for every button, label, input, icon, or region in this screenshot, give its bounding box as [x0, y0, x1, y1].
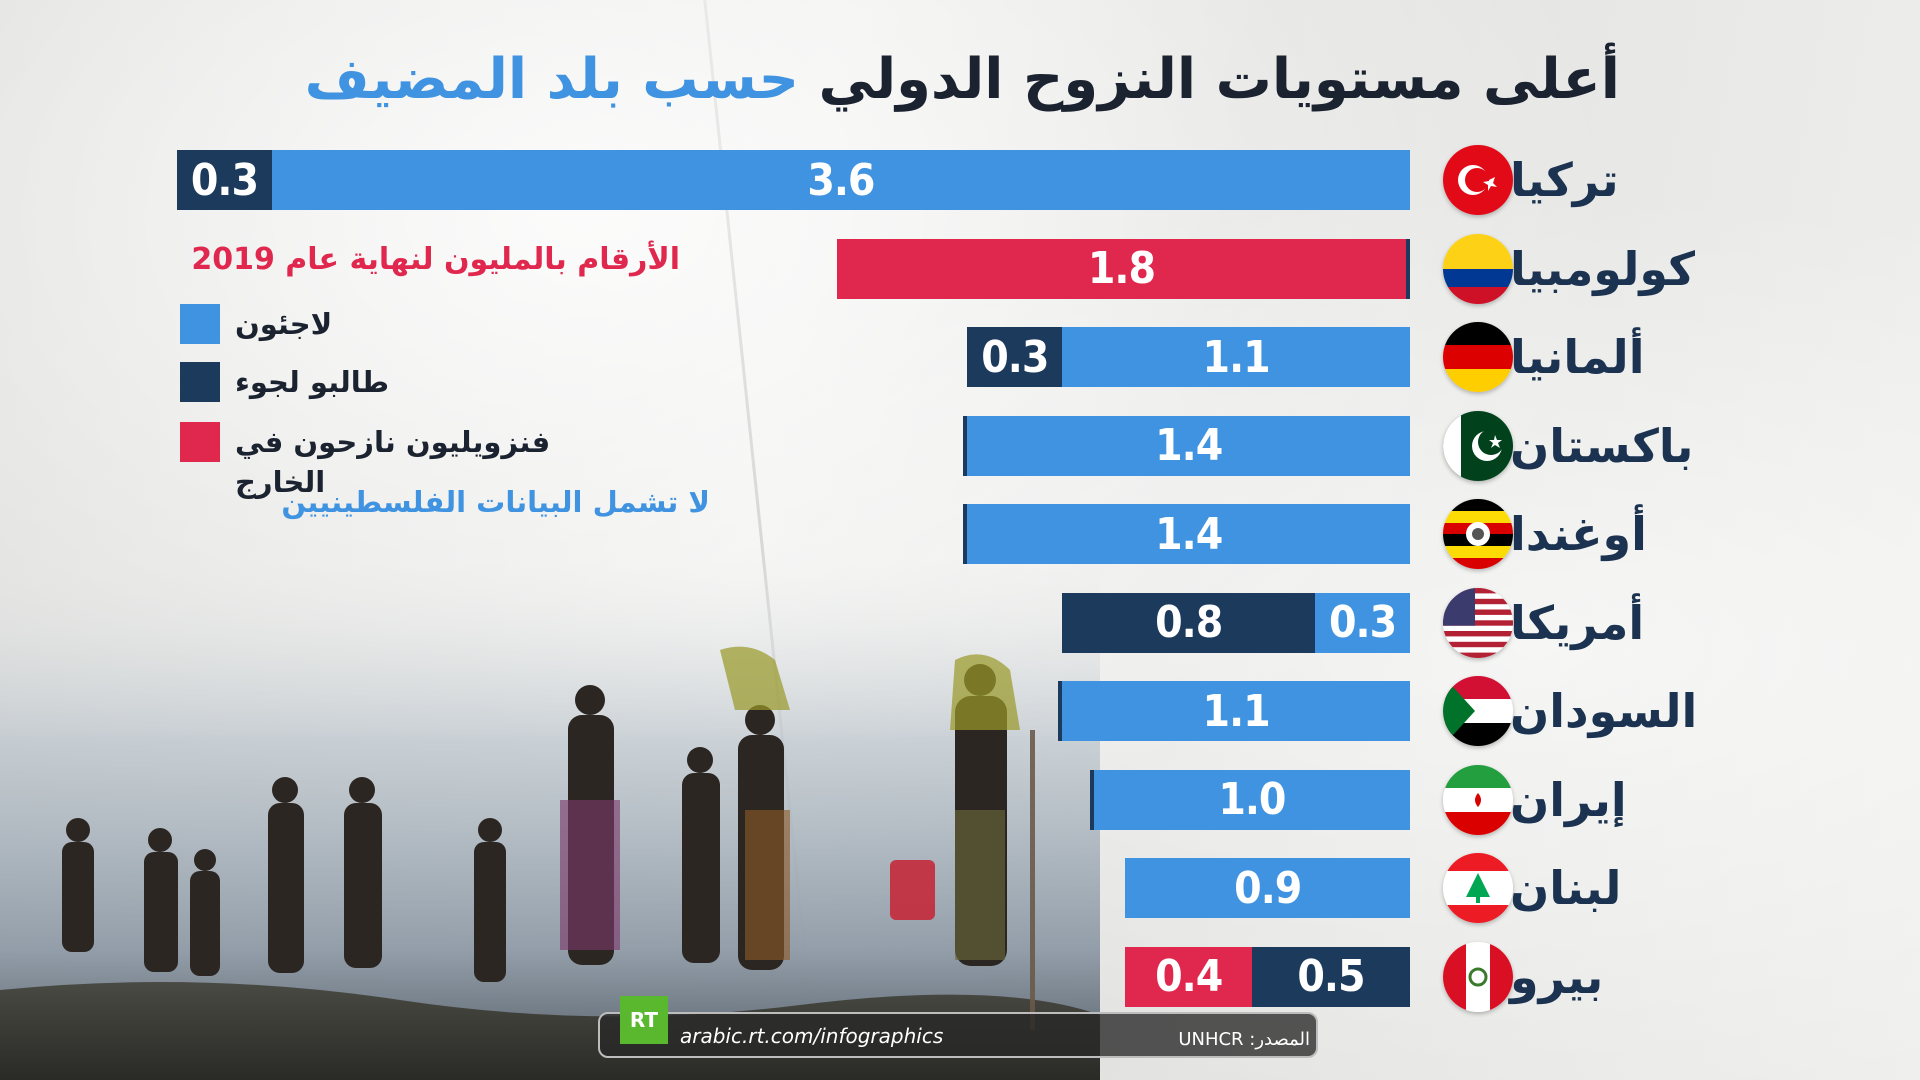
pakistan-flag-icon [1443, 410, 1513, 481]
uganda-flag-icon [1443, 499, 1513, 569]
bar-uganda-refugees: 1.4 [967, 504, 1410, 564]
legend-swatch-venezuelans [180, 422, 220, 462]
bar-pakistan-asylum [963, 415, 968, 476]
country-label-iran: إيران [1510, 772, 1627, 827]
legend-item-venezuelans: فنزويليون نازحون في الخارج [180, 422, 640, 499]
bar-colombia-venezuelans: 1.8 [836, 238, 1406, 299]
sudan-flag-icon [1443, 676, 1513, 746]
turkey-flag-icon [1443, 145, 1513, 215]
footer-url[interactable]: arabic.rt.com/infographics [680, 1024, 944, 1048]
legend-label-venezuelans: فنزويليون نازحون في الخارج [235, 425, 551, 499]
bar-usa-refugees: 0.3 [1315, 592, 1410, 653]
bar-germany-asylum: 0.3 [967, 327, 1063, 387]
bar-sudan-refugees: 1.1 [1062, 681, 1410, 741]
lebanon-flag-icon [1443, 853, 1513, 923]
data-caveat: لا تشمل البيانات الفلسطينيين [281, 485, 710, 519]
bar-germany-refugees: 1.1 [1062, 327, 1410, 387]
peru-flag-icon [1443, 941, 1513, 1012]
legend-label-refugees: لاجئون [235, 307, 333, 341]
bar-peru-venezuelans: 0.4 [1125, 946, 1252, 1007]
country-label-colombia: كولومبيا [1510, 241, 1696, 296]
legend-label-asylum: طالبو لجوء [235, 365, 390, 399]
units-note: الأرقام بالمليون لنهاية عام 2019 [191, 242, 680, 277]
country-label-usa: أمريكا [1510, 595, 1645, 650]
country-label-pakistan: باكستان [1510, 418, 1694, 473]
chart-title: أعلى مستويات النزوح الدولي حسب بلد المضي… [200, 40, 1620, 120]
bar-uganda-asylum [963, 504, 968, 564]
country-label-turkey: تركيا [1510, 153, 1619, 207]
legend-item-asylum: طالبو لجوء [180, 362, 640, 402]
bar-iran-refugees: 1.0 [1093, 769, 1410, 830]
country-label-lebanon: لبنان [1510, 861, 1622, 915]
bar-sudan-asylum [1058, 681, 1063, 741]
country-label-peru: بيرو [1510, 949, 1604, 1004]
title-accent: حسب بلد المضيف [304, 47, 799, 112]
footer-source: المصدر: UNHCR [1178, 1029, 1310, 1050]
bar-iran-asylum [1089, 769, 1094, 830]
country-label-germany: ألمانيا [1510, 330, 1645, 384]
usa-flag-icon [1443, 587, 1513, 658]
bar-lebanon-refugees: 0.9 [1125, 858, 1410, 918]
country-label-sudan: السودان [1510, 684, 1698, 738]
legend-item-refugees: لاجئون [180, 304, 640, 344]
title-main: أعلى مستويات النزوح الدولي [818, 47, 1620, 112]
bar-peru-asylum: 0.5 [1251, 946, 1410, 1007]
bar-pakistan-refugees: 1.4 [967, 415, 1410, 476]
iran-flag-icon [1443, 764, 1513, 835]
germany-flag-icon [1443, 322, 1513, 392]
bar-colombia-asylum [1406, 238, 1410, 299]
bar-usa-asylum: 0.8 [1062, 592, 1316, 653]
legend-swatch-asylum [180, 362, 220, 402]
colombia-flag-icon [1443, 233, 1513, 304]
bar-turkey-refugees: 3.6 [271, 150, 1410, 210]
legend-swatch-refugees [180, 304, 220, 344]
bar-turkey-asylum: 0.3 [177, 150, 272, 210]
footer-bar [598, 1012, 1318, 1058]
country-label-uganda: أوغندا [1510, 507, 1647, 561]
rt-logo: RT [620, 996, 668, 1044]
refugees-photo [0, 560, 1100, 1080]
